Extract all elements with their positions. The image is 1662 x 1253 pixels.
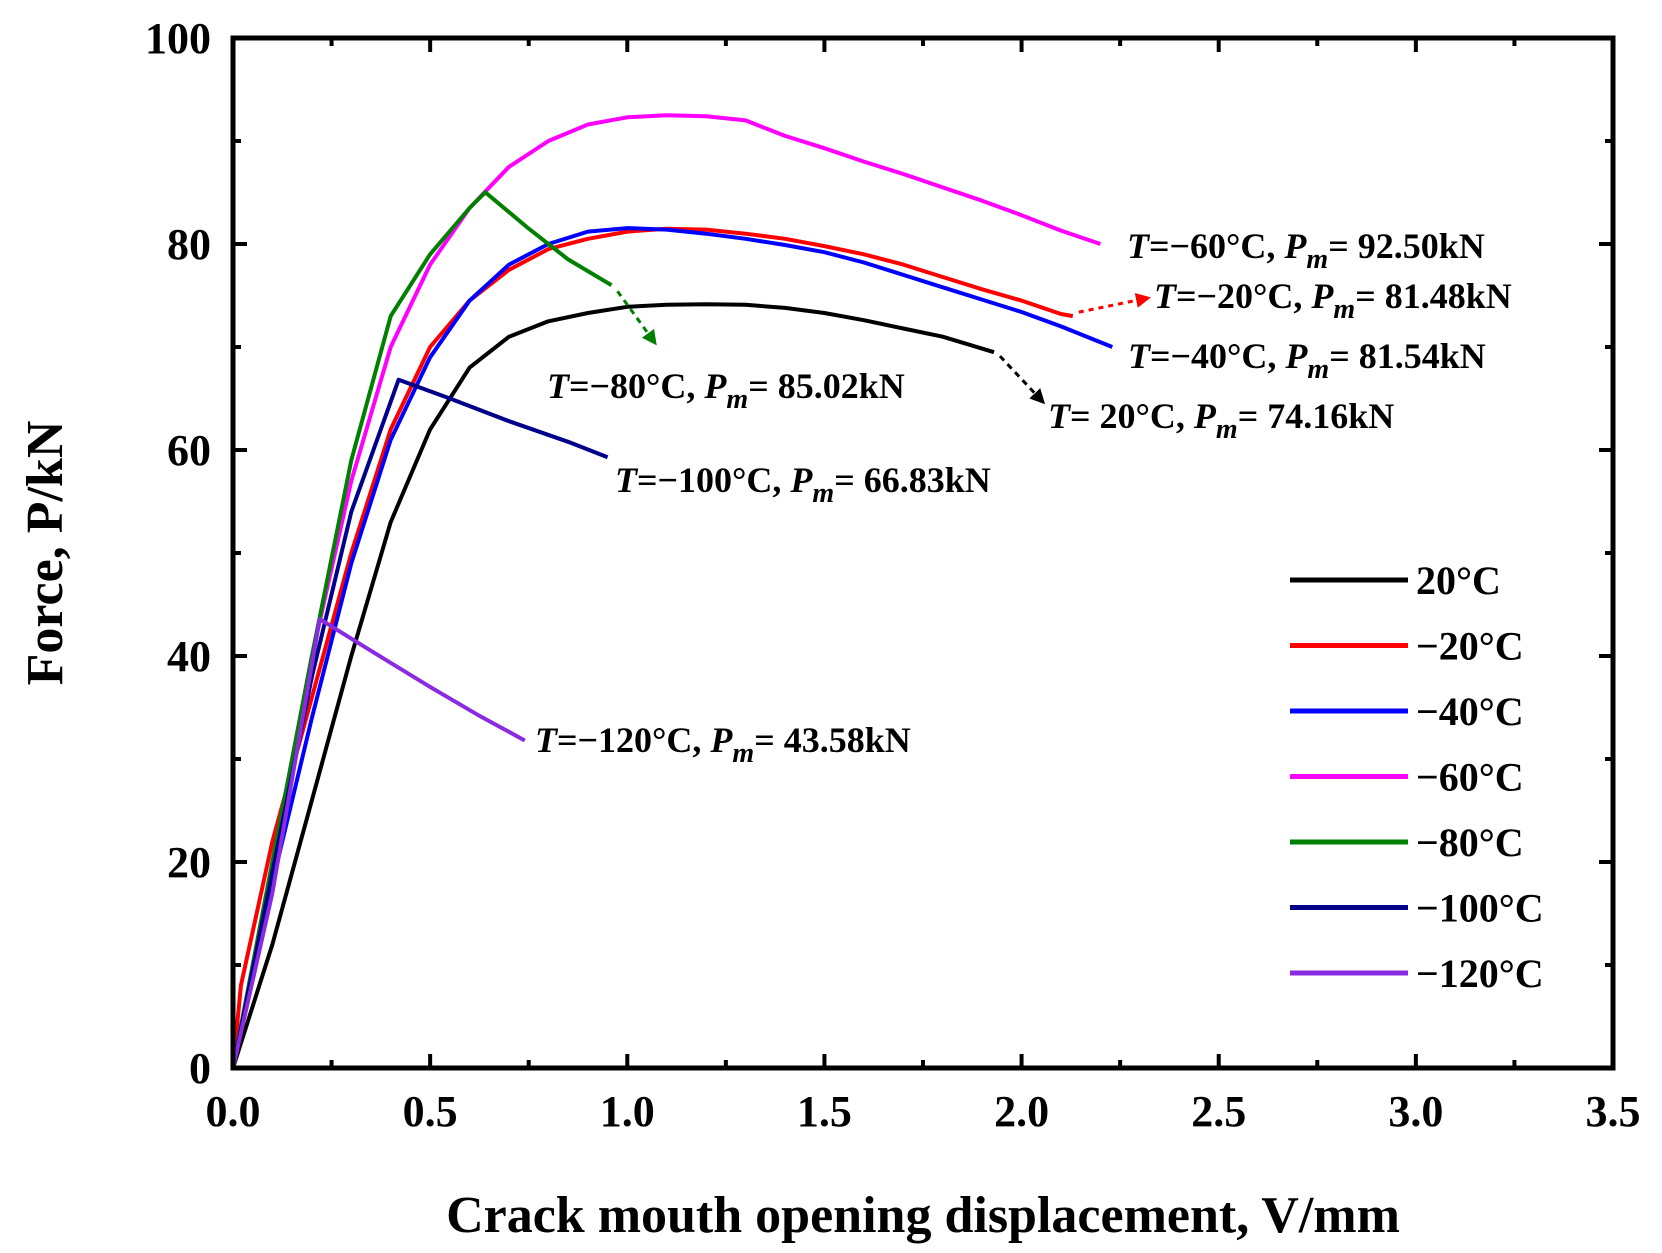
y-tick-label: 20 xyxy=(167,838,211,887)
annotation-force-value: = 66.83kN xyxy=(834,460,991,500)
annotation-force-value: = 74.16kN xyxy=(1238,396,1395,436)
annotation-force-value: = 81.48kN xyxy=(1355,276,1512,316)
annotation-temp-symbol: T xyxy=(1048,396,1072,436)
annotation-force-symbol: P xyxy=(1193,396,1217,436)
y-tick-label: 0 xyxy=(189,1044,211,1093)
legend-label-5: −100°C xyxy=(1416,886,1544,931)
series-line-4 xyxy=(231,190,613,1069)
annotation-force-value: = 43.58kN xyxy=(754,720,911,760)
connector-20 xyxy=(998,355,1046,405)
series-layer xyxy=(231,113,1114,1069)
legend-label-2: −40°C xyxy=(1416,689,1524,734)
y-tick-label: 60 xyxy=(167,426,211,475)
legend-label-6: −120°C xyxy=(1416,951,1544,996)
annotation-force-subscript: m xyxy=(732,738,754,769)
annotation-temp-symbol: T xyxy=(535,720,559,760)
peak-annotation-0: T=−60°C, Pm= 92.50kN xyxy=(1127,226,1485,275)
peak-annotation-6: T=−120°C, Pm= 43.58kN xyxy=(535,720,911,769)
x-tick-label: 0.5 xyxy=(403,1087,458,1136)
annotation-temp-symbol: T xyxy=(1154,276,1178,316)
annotation-force-value: = 81.54kN xyxy=(1329,336,1486,376)
legend-label-3: −60°C xyxy=(1416,755,1524,800)
peak-annotation-1: T=−20°C, Pm= 81.48kN xyxy=(1154,276,1512,325)
annotation-force-symbol: P xyxy=(709,720,733,760)
annotation-force-value: = 85.02kN xyxy=(748,366,905,406)
x-tick-label: 3.0 xyxy=(1388,1087,1443,1136)
annotation-force-subscript: m xyxy=(812,478,834,509)
peak-annotation-3: T=−80°C, Pm= 85.02kN xyxy=(547,366,905,415)
annotation-temp-value: =−40°C, xyxy=(1150,336,1285,376)
annotation-connectors xyxy=(616,290,1151,405)
axis-ticks xyxy=(231,36,1615,1070)
tick-labels: 0.0 0.5 1.0 1.5 2.0 2.5 3.0 3.5 0 20 40 60 80 100 xyxy=(145,14,1641,1136)
x-tick-label: 1.0 xyxy=(600,1087,655,1136)
x-tick-label: 3.5 xyxy=(1586,1087,1641,1136)
annotation-force-symbol: P xyxy=(789,460,813,500)
annotation-force-subscript: m xyxy=(726,384,748,415)
y-tick-label: 80 xyxy=(167,220,211,269)
peak-annotation-5: T=−100°C, Pm= 66.83kN xyxy=(615,460,991,509)
series-line-0 xyxy=(231,302,995,1069)
annotation-temp-symbol: T xyxy=(1127,226,1151,266)
x-axis-title: Crack mouth opening displacement, V/mm xyxy=(446,1187,1400,1244)
series-line-3 xyxy=(231,113,1102,1069)
annotation-temp-value: =−20°C, xyxy=(1176,276,1311,316)
annotation-force-subscript: m xyxy=(1216,414,1238,445)
annotation-temp-value: =−120°C, xyxy=(557,720,710,760)
series-line-6 xyxy=(231,617,526,1069)
annotation-force-symbol: P xyxy=(1283,226,1307,266)
annotation-force-subscript: m xyxy=(1333,294,1355,325)
annotation-force-symbol: P xyxy=(703,366,727,406)
plot-frame xyxy=(230,35,1616,1071)
annotation-force-subscript: m xyxy=(1307,354,1329,385)
annotation-temp-symbol: T xyxy=(615,460,639,500)
x-tick-label: 2.5 xyxy=(1191,1087,1246,1136)
annotation-temp-symbol: T xyxy=(547,366,571,406)
annotation-force-value: = 92.50kN xyxy=(1328,226,1485,266)
x-tick-label: 0.0 xyxy=(206,1087,261,1136)
y-tick-label: 40 xyxy=(167,632,211,681)
y-axis-title: Force, P/kN xyxy=(17,421,74,686)
annotation-force-symbol: P xyxy=(1284,336,1308,376)
annotation-temp-value: =−80°C, xyxy=(569,366,704,406)
peak-annotation-4: T= 20°C, Pm= 74.16kN xyxy=(1048,396,1394,445)
annotation-force-symbol: P xyxy=(1310,276,1334,316)
legend-label-0: 20°C xyxy=(1416,558,1501,603)
annotation-temp-value: = 20°C, xyxy=(1070,396,1194,436)
connector-minus20 xyxy=(1078,293,1151,314)
annotation-temp-symbol: T xyxy=(1128,336,1152,376)
legend-label-1: −20°C xyxy=(1416,624,1524,669)
x-tick-label: 1.5 xyxy=(797,1087,852,1136)
legend-label-4: −80°C xyxy=(1416,820,1524,865)
legend: 20°C −20°C −40°C −60°C −80°C −100°C −120°C xyxy=(1290,558,1544,996)
y-tick-label: 100 xyxy=(145,14,211,63)
peak-annotation-2: T=−40°C, Pm= 81.54kN xyxy=(1128,336,1486,385)
series-line-1 xyxy=(231,226,1074,1069)
series-line-2 xyxy=(231,226,1114,1069)
annotation-force-subscript: m xyxy=(1306,244,1328,275)
annotation-temp-value: =−60°C, xyxy=(1149,226,1284,266)
annotation-temp-value: =−100°C, xyxy=(637,460,790,500)
x-tick-label: 2.0 xyxy=(994,1087,1049,1136)
connector-minus80 xyxy=(616,290,657,346)
